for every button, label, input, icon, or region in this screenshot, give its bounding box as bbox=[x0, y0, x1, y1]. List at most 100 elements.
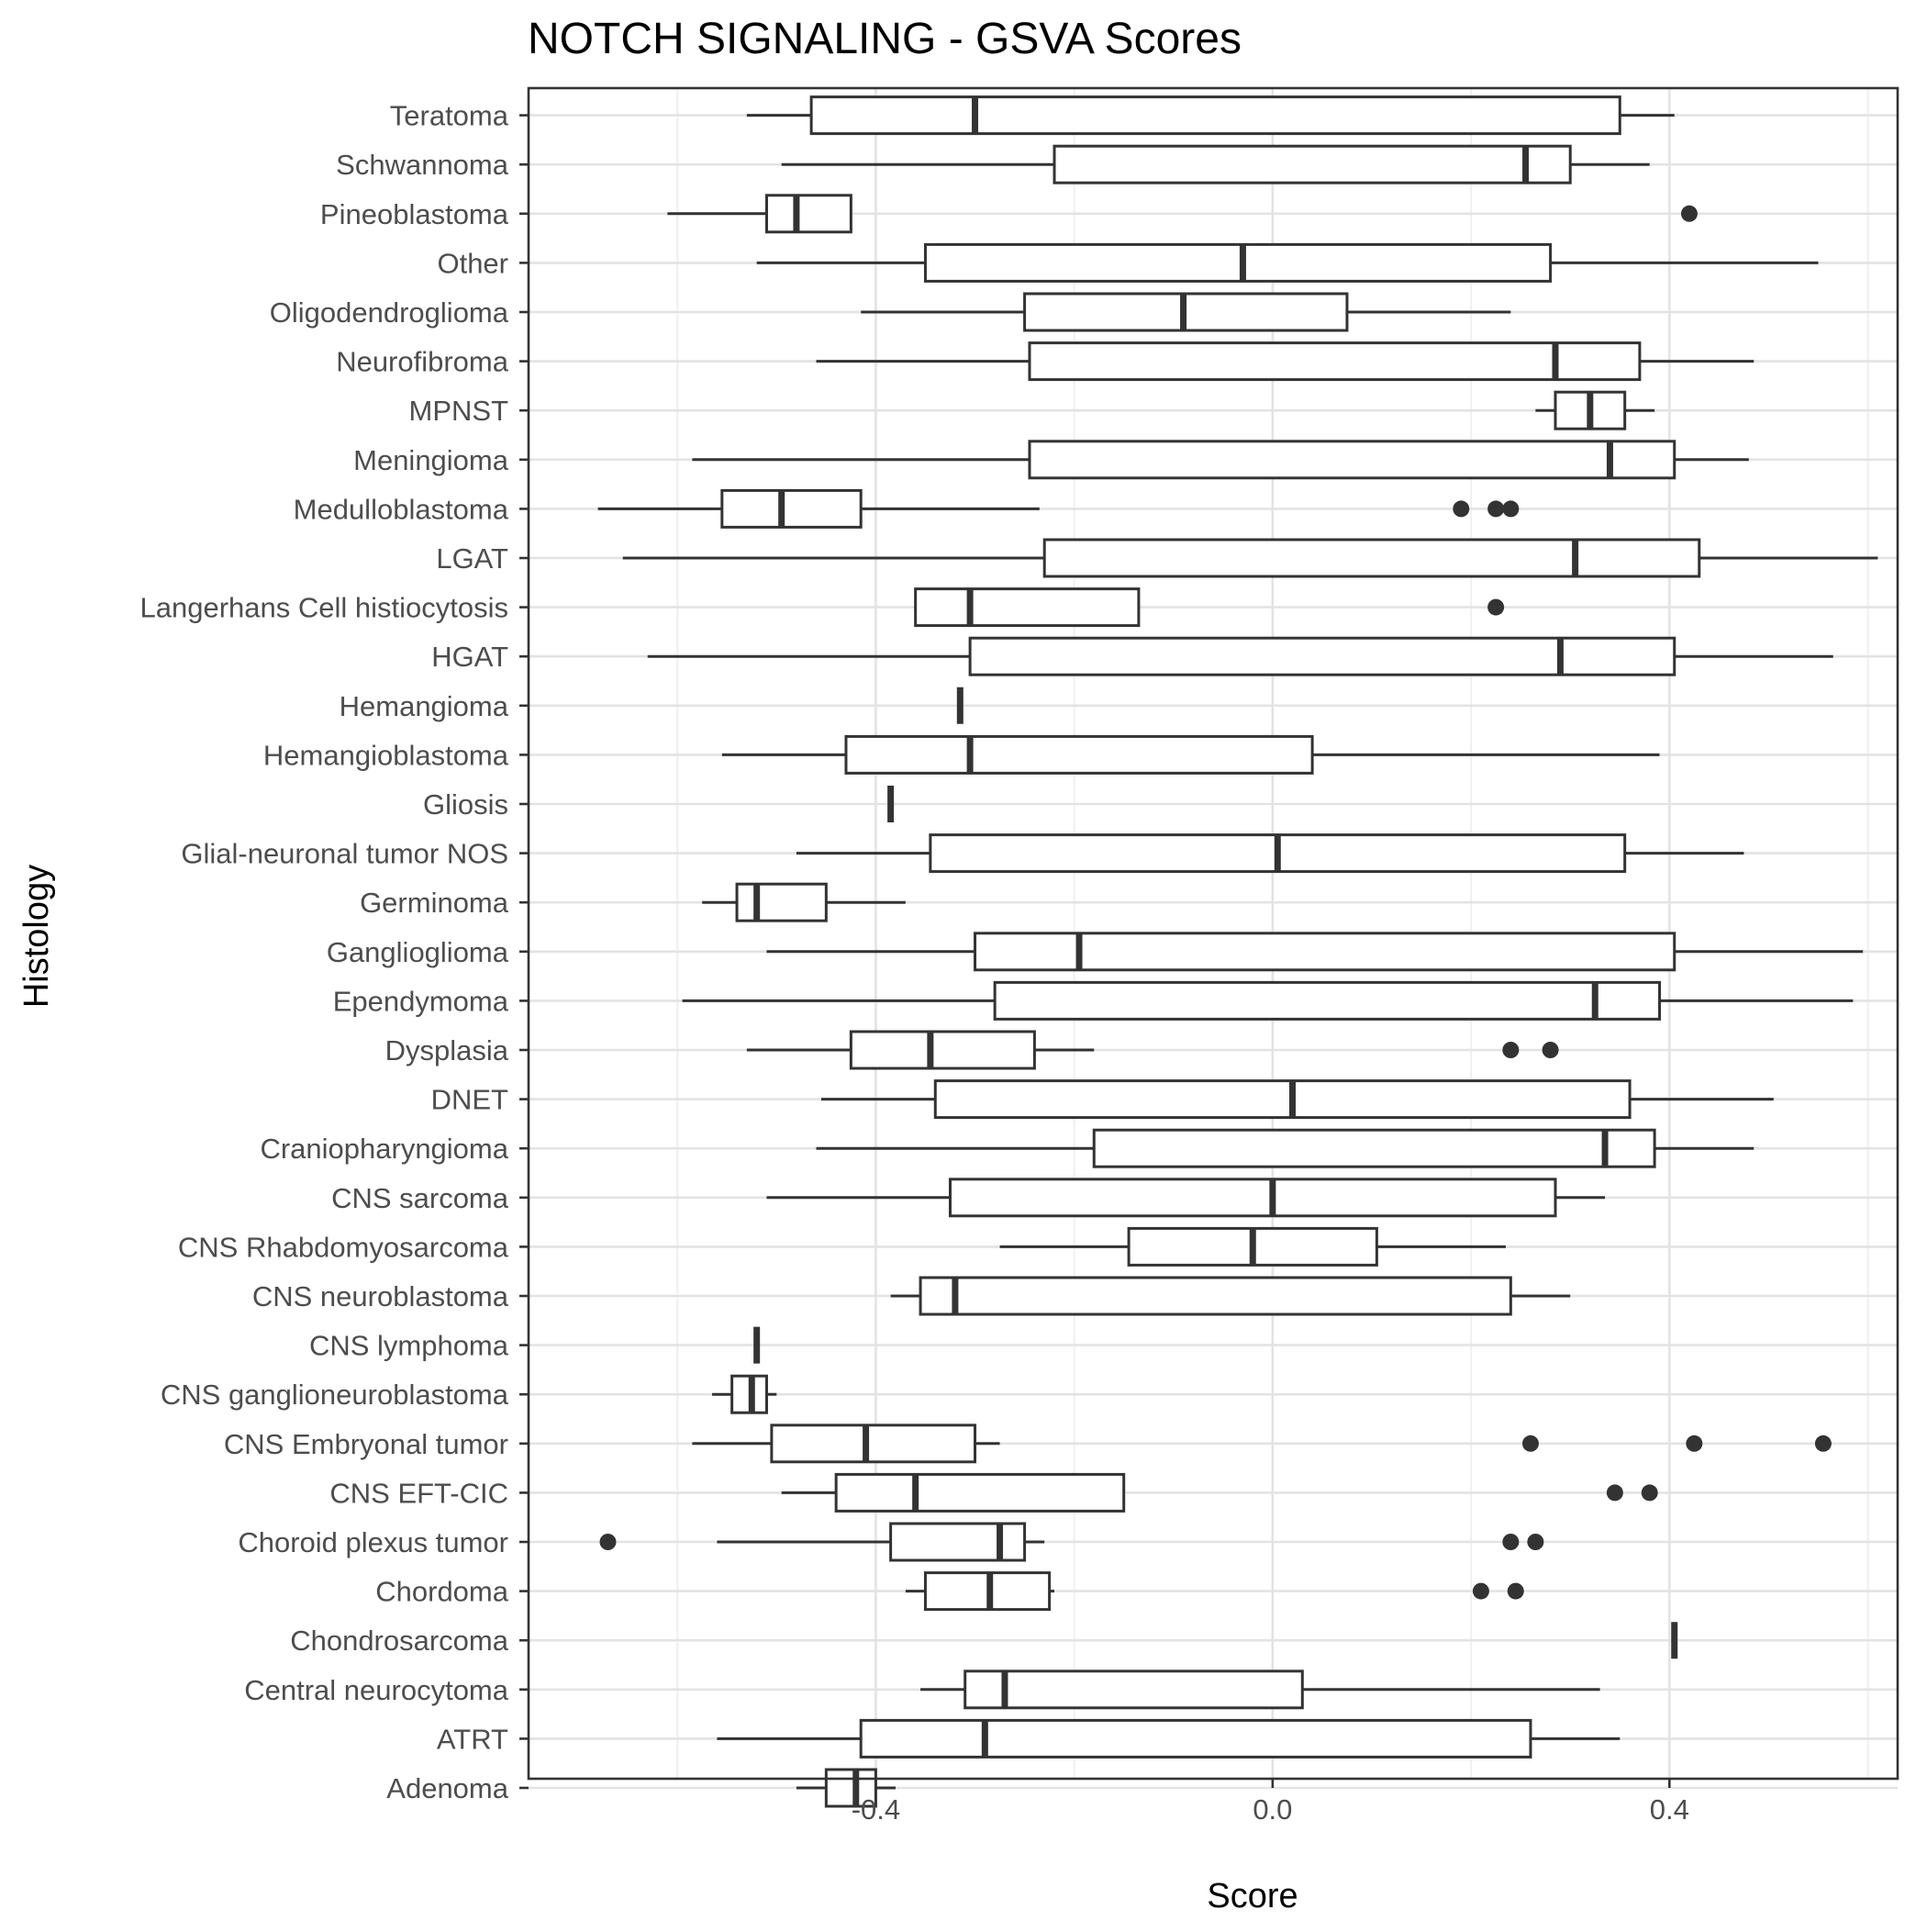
iqr-box bbox=[919, 1276, 1512, 1316]
box-neurofibroma bbox=[816, 341, 1754, 382]
y-category-label: Central neurocytoma bbox=[244, 1674, 509, 1706]
y-category-label: MPNST bbox=[409, 395, 509, 427]
y-category-label: CNS sarcoma bbox=[331, 1182, 509, 1214]
box-mpnst bbox=[1535, 390, 1655, 430]
box-craniopharyngioma bbox=[816, 1128, 1754, 1168]
box-choroid-plexus-tumor bbox=[599, 1522, 1544, 1562]
y-category-label: Medulloblastoma bbox=[294, 493, 509, 525]
box-medulloblastoma bbox=[597, 488, 1520, 529]
outlier-point bbox=[1502, 500, 1520, 518]
iqr-box bbox=[770, 1424, 977, 1464]
iqr-box bbox=[1053, 144, 1572, 184]
y-category-label: Hemangioma bbox=[340, 690, 509, 722]
box-dysplasia bbox=[746, 1030, 1559, 1070]
outlier-point bbox=[1542, 1042, 1559, 1058]
outlier-point bbox=[1507, 1582, 1524, 1600]
box-oligodendroglioma bbox=[861, 292, 1511, 332]
iqr-box bbox=[914, 587, 1141, 628]
box-glial-neuronal-tumor-nos bbox=[796, 833, 1744, 874]
y-category-label: Germinoma bbox=[360, 887, 509, 919]
box-lgat bbox=[622, 538, 1878, 578]
box-dnet bbox=[820, 1079, 1774, 1120]
y-category-label: CNS Rhabdomyosarcoma bbox=[178, 1231, 509, 1263]
outlier-point bbox=[1487, 500, 1505, 518]
outlier-point bbox=[1487, 598, 1505, 616]
y-category-label: CNS lymphoma bbox=[309, 1330, 509, 1362]
y-category-label: Schwannoma bbox=[336, 149, 509, 181]
y-category-label: Teratoma bbox=[390, 100, 509, 132]
iqr-box bbox=[834, 1472, 1126, 1513]
box-meningioma bbox=[692, 440, 1749, 480]
y-category-label: CNS neuroblastoma bbox=[252, 1280, 509, 1312]
y-axis-title: Histology bbox=[17, 865, 56, 1008]
outlier-point bbox=[1814, 1435, 1832, 1452]
outlier-point bbox=[1453, 500, 1470, 518]
iqr-box bbox=[1028, 440, 1676, 480]
y-category-label: CNS EFT-CIC bbox=[329, 1477, 508, 1509]
outlier-point bbox=[1527, 1534, 1544, 1550]
chart-title: NOTCH SIGNALING - GSVA Scores bbox=[528, 15, 1242, 63]
outlier-point bbox=[1521, 1435, 1539, 1452]
box-atrt bbox=[717, 1718, 1621, 1759]
iqr-box bbox=[889, 1522, 1027, 1562]
outlier-point bbox=[1680, 205, 1698, 222]
y-category-label: HGAT bbox=[431, 641, 508, 673]
iqr-box bbox=[968, 636, 1676, 676]
box-pineoblastoma bbox=[667, 194, 1698, 234]
axes-layer: -0.4 0.0 0.4 Adenoma ATRT Central neurocytoma… bbox=[140, 100, 1689, 1826]
box-central-neurocytoma bbox=[920, 1670, 1600, 1710]
plot-frame bbox=[527, 86, 1899, 1781]
outlier-point bbox=[1641, 1484, 1658, 1502]
x-axis-title: Score bbox=[1207, 1877, 1298, 1915]
y-category-label: Chondrosarcoma bbox=[290, 1625, 509, 1657]
y-category-label: Dysplasia bbox=[385, 1034, 509, 1067]
y-category-label: Pineoblastoma bbox=[320, 198, 509, 230]
box-schwannoma bbox=[781, 144, 1650, 184]
iqr-box bbox=[809, 95, 1621, 136]
outlier-point bbox=[1502, 1534, 1520, 1550]
y-category-label: Langerhans Cell histiocytosis bbox=[140, 592, 509, 624]
y-category-label: Ganglioglioma bbox=[327, 936, 509, 968]
box-germinoma bbox=[702, 882, 906, 922]
iqr-box bbox=[974, 932, 1676, 972]
box-hgat bbox=[647, 636, 1833, 676]
box-other bbox=[756, 242, 1819, 283]
box-cns-rhabdomyosarcoma bbox=[999, 1226, 1506, 1267]
box-cns-embryonal-tumor bbox=[692, 1424, 1832, 1464]
y-category-label: Adenoma bbox=[386, 1772, 508, 1804]
y-category-label: Gliosis bbox=[423, 788, 508, 821]
iqr-box bbox=[844, 734, 1314, 775]
y-category-label: Glial-neuronal tumor NOS bbox=[181, 838, 508, 870]
y-category-label: Craniopharyngioma bbox=[260, 1133, 508, 1165]
y-category-label: DNET bbox=[431, 1084, 508, 1116]
box-ganglioglioma bbox=[766, 932, 1864, 972]
iqr-box bbox=[948, 1178, 1557, 1218]
y-category-label: Ependymoma bbox=[333, 985, 509, 1017]
box-langerhans-cell-histiocytosis bbox=[914, 587, 1505, 628]
iqr-box bbox=[764, 194, 852, 234]
y-category-label: Choroid plexus tumor bbox=[238, 1526, 508, 1558]
y-category-label: Chordoma bbox=[375, 1576, 508, 1608]
box-hemangioblastoma bbox=[721, 734, 1660, 775]
boxes-layer bbox=[597, 95, 1878, 1808]
outlier-point bbox=[1606, 1484, 1623, 1502]
outlier-point bbox=[1502, 1042, 1520, 1058]
box-cns-eft-cic bbox=[781, 1472, 1658, 1513]
iqr-box bbox=[1042, 538, 1701, 578]
iqr-box bbox=[849, 1030, 1036, 1070]
x-tick-label: 0.0 bbox=[1253, 1793, 1292, 1826]
y-category-label: Other bbox=[437, 247, 508, 279]
box-cns-sarcoma bbox=[766, 1178, 1606, 1218]
outlier-point bbox=[1472, 1582, 1489, 1600]
y-category-label: LGAT bbox=[436, 542, 508, 575]
box-chordoma bbox=[905, 1571, 1524, 1612]
iqr-box bbox=[1028, 341, 1642, 382]
y-category-label: CNS Embryonal tumor bbox=[224, 1428, 508, 1460]
box-cns-ganglioneuroblastoma bbox=[712, 1374, 777, 1414]
outlier-point bbox=[1686, 1435, 1703, 1452]
y-category-label: Neurofibroma bbox=[336, 346, 509, 378]
box-cns-neuroblastoma bbox=[890, 1276, 1571, 1316]
iqr-box bbox=[859, 1718, 1532, 1759]
y-category-label: Hemangioblastoma bbox=[263, 739, 509, 771]
